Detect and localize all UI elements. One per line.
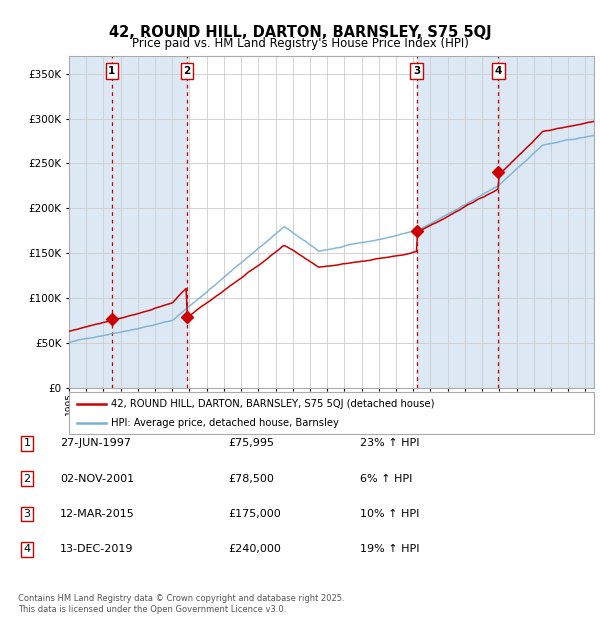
Text: 3: 3 bbox=[23, 509, 31, 519]
Text: HPI: Average price, detached house, Barnsley: HPI: Average price, detached house, Barn… bbox=[111, 418, 339, 428]
Text: £240,000: £240,000 bbox=[228, 544, 281, 554]
Text: Price paid vs. HM Land Registry's House Price Index (HPI): Price paid vs. HM Land Registry's House … bbox=[131, 37, 469, 50]
Bar bbox=[416, 56, 499, 388]
Bar bbox=[499, 56, 594, 388]
Text: 3: 3 bbox=[413, 66, 420, 76]
Text: 1: 1 bbox=[108, 66, 115, 76]
Text: 02-NOV-2001: 02-NOV-2001 bbox=[60, 474, 134, 484]
Text: 10% ↑ HPI: 10% ↑ HPI bbox=[360, 509, 419, 519]
Text: Contains HM Land Registry data © Crown copyright and database right 2025.
This d: Contains HM Land Registry data © Crown c… bbox=[18, 595, 344, 614]
Text: 42, ROUND HILL, DARTON, BARNSLEY, S75 5QJ (detached house): 42, ROUND HILL, DARTON, BARNSLEY, S75 5Q… bbox=[111, 399, 434, 409]
Text: £175,000: £175,000 bbox=[228, 509, 281, 519]
Text: 23% ↑ HPI: 23% ↑ HPI bbox=[360, 438, 419, 448]
Text: 27-JUN-1997: 27-JUN-1997 bbox=[60, 438, 131, 448]
Text: £78,500: £78,500 bbox=[228, 474, 274, 484]
Bar bbox=[69, 56, 112, 388]
Text: £75,995: £75,995 bbox=[228, 438, 274, 448]
Text: 19% ↑ HPI: 19% ↑ HPI bbox=[360, 544, 419, 554]
Text: 13-DEC-2019: 13-DEC-2019 bbox=[60, 544, 133, 554]
Text: 2: 2 bbox=[23, 474, 31, 484]
Text: 12-MAR-2015: 12-MAR-2015 bbox=[60, 509, 135, 519]
Text: 4: 4 bbox=[495, 66, 502, 76]
Text: 6% ↑ HPI: 6% ↑ HPI bbox=[360, 474, 412, 484]
FancyBboxPatch shape bbox=[69, 392, 594, 434]
Text: 42, ROUND HILL, DARTON, BARNSLEY, S75 5QJ: 42, ROUND HILL, DARTON, BARNSLEY, S75 5Q… bbox=[109, 25, 491, 40]
Bar bbox=[112, 56, 187, 388]
Text: 1: 1 bbox=[23, 438, 31, 448]
Text: 4: 4 bbox=[23, 544, 31, 554]
Text: 2: 2 bbox=[183, 66, 190, 76]
